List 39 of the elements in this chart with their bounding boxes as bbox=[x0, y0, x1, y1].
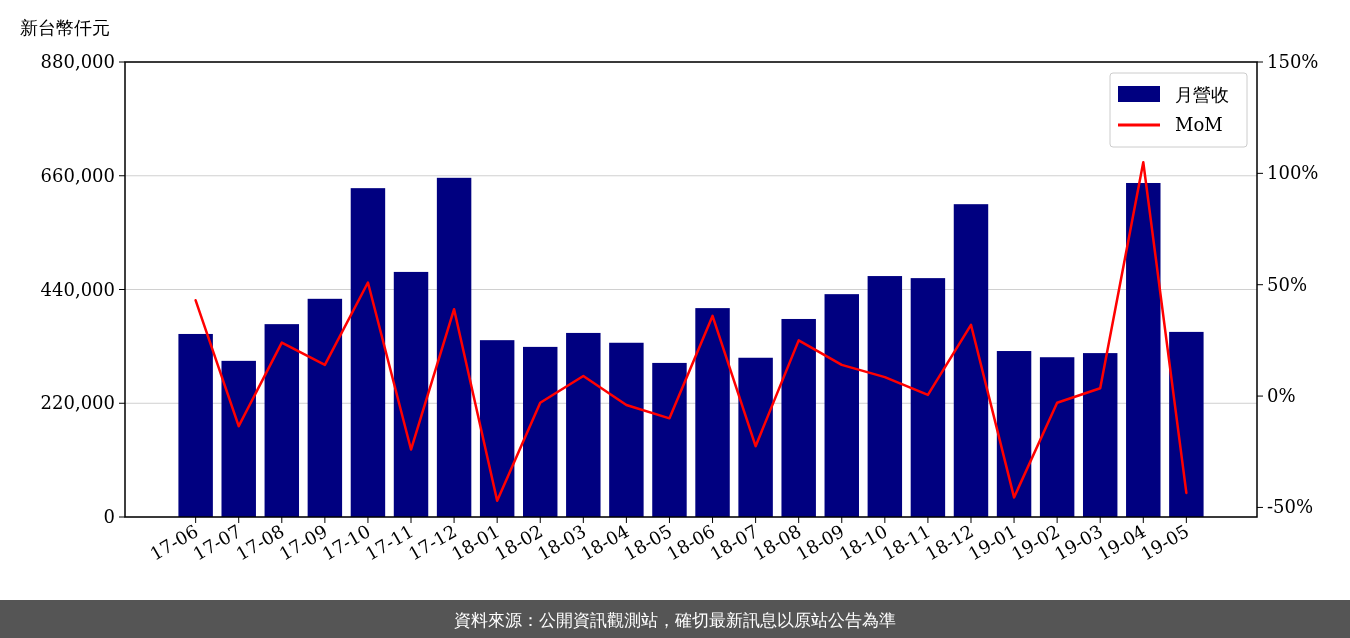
y2-tick-label: 150% bbox=[1267, 51, 1319, 72]
bar bbox=[178, 333, 213, 517]
y2-tick-label: -50% bbox=[1267, 496, 1314, 518]
bar bbox=[609, 342, 644, 517]
y-tick-label: 660,000 bbox=[40, 164, 115, 186]
bar bbox=[738, 357, 773, 517]
bar bbox=[479, 340, 515, 517]
bar bbox=[1039, 357, 1075, 517]
bar bbox=[566, 332, 601, 517]
line-series bbox=[194, 160, 1188, 502]
bar bbox=[695, 308, 730, 517]
bar bbox=[523, 346, 558, 517]
bar bbox=[393, 271, 429, 517]
bar bbox=[953, 204, 989, 517]
y2-tick-label: 50% bbox=[1267, 273, 1308, 295]
source-note: 資料來源：公開資訊觀測站，確切最新訊息以原站公告為準 bbox=[454, 610, 896, 630]
bar bbox=[1126, 182, 1161, 517]
bar bbox=[350, 188, 386, 517]
legend-label: 月營收 bbox=[1175, 84, 1229, 105]
y-tick-label: 0 bbox=[103, 506, 115, 527]
bar bbox=[436, 177, 472, 517]
bar bbox=[824, 294, 859, 517]
bar bbox=[307, 298, 343, 517]
y-tick-label: 220,000 bbox=[40, 392, 115, 414]
bar bbox=[1082, 353, 1118, 517]
y2-tick-label: 100% bbox=[1267, 162, 1319, 184]
y2-tick-label: 0% bbox=[1267, 385, 1296, 407]
bar bbox=[221, 360, 256, 517]
bar bbox=[867, 276, 903, 517]
bar bbox=[264, 324, 300, 517]
bar bbox=[781, 318, 816, 517]
bar bbox=[910, 278, 946, 517]
y-tick-label: 880,000 bbox=[40, 51, 115, 72]
y-tick-label: 440,000 bbox=[40, 278, 115, 300]
bar bbox=[652, 362, 687, 517]
bar bbox=[1169, 331, 1204, 517]
y-axis-title: 新台幣仟元 bbox=[20, 17, 110, 38]
legend-label: MoM bbox=[1175, 114, 1223, 135]
bar bbox=[996, 351, 1032, 517]
